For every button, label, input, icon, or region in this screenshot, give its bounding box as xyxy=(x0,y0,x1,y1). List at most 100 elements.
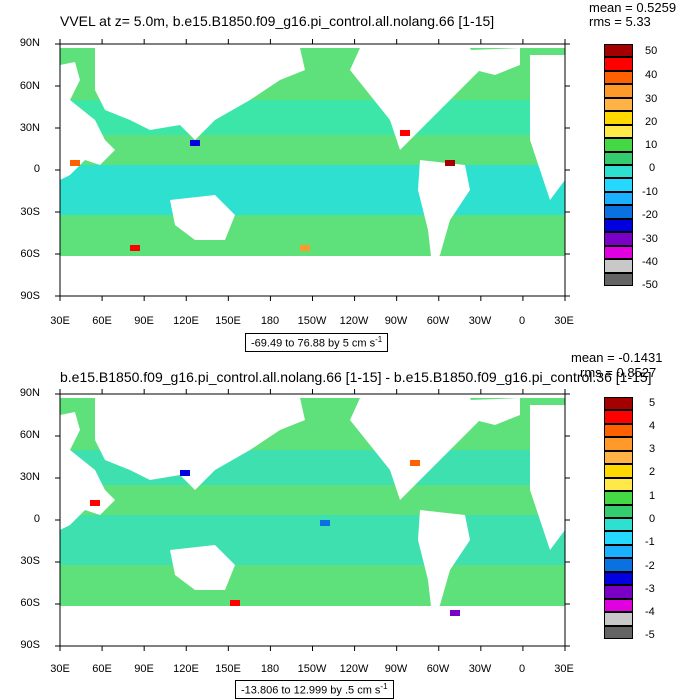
lat-label: 90S xyxy=(20,290,40,302)
colorbar-swatch xyxy=(604,585,633,599)
colorbar-tick: -1 xyxy=(645,536,655,548)
colorbar-tick: 0 xyxy=(649,162,656,174)
colorbar-tick: 40 xyxy=(645,69,658,81)
colorbar-swatch xyxy=(604,191,633,206)
top-panel-rms: rms = 5.33 xyxy=(589,14,651,29)
land-mass xyxy=(418,160,470,265)
lat-label: 60N xyxy=(19,429,40,441)
bottom-panel-mean: mean = -0.1431 xyxy=(571,350,663,365)
colorbar-swatch xyxy=(604,437,633,451)
lon-label: 150W xyxy=(297,315,327,327)
field-feature xyxy=(300,245,310,251)
colorbar-swatch xyxy=(604,138,633,152)
colorbar-tick: 3 xyxy=(649,443,656,455)
top-range-label: -69.49 to 76.88 by 5 cm s-1 xyxy=(245,333,389,352)
colorbar-swatch xyxy=(604,625,633,639)
lon-label: 60W xyxy=(426,663,450,675)
field-feature xyxy=(320,520,330,526)
colorbar-swatch xyxy=(604,178,633,192)
bottom-panel-title: b.e15.B1850.f09_g16.pi_control.all.nolan… xyxy=(60,369,652,385)
colorbar-tick: -4 xyxy=(645,606,655,618)
colorbar-swatch xyxy=(604,477,633,492)
lat-label: 30S xyxy=(20,206,40,218)
bottom-panel-rms: rms = 0.8527 xyxy=(580,365,657,380)
colorbar-swatch xyxy=(604,218,633,233)
top-colorbar xyxy=(604,44,633,286)
colorbar-swatch xyxy=(604,558,633,572)
colorbar-swatch xyxy=(604,397,633,411)
lat-label: 30N xyxy=(19,122,40,134)
ocean-band xyxy=(60,165,565,215)
land-mass xyxy=(60,412,115,530)
lat-label: 0 xyxy=(33,163,40,175)
lon-label: 30E xyxy=(50,663,70,675)
colorbar-swatch xyxy=(604,124,633,139)
land-mass xyxy=(418,510,470,615)
lon-label: 90W xyxy=(384,315,408,327)
colorbar-tick: 4 xyxy=(649,420,656,432)
lon-label: 60E xyxy=(92,315,112,327)
land-mass xyxy=(530,405,565,550)
lon-label: 60E xyxy=(92,663,112,675)
lon-label: 30E xyxy=(554,315,574,327)
colorbar-tick: 2 xyxy=(649,466,656,478)
lon-label: 150E xyxy=(215,663,241,675)
field-feature xyxy=(450,610,460,616)
ocean-band xyxy=(60,515,565,565)
lon-label: 30E xyxy=(554,663,574,675)
lon-label: 30E xyxy=(50,315,70,327)
lon-label: 90W xyxy=(384,663,408,675)
field-feature xyxy=(130,245,140,251)
colorbar-tick: 10 xyxy=(645,139,658,151)
lat-label: 90N xyxy=(19,387,40,399)
lon-label: 60W xyxy=(426,315,450,327)
lon-label: 90E xyxy=(134,315,154,327)
colorbar-swatch xyxy=(604,504,633,518)
lon-label: 90E xyxy=(134,663,154,675)
bottom-map xyxy=(55,389,570,651)
colorbar-swatch xyxy=(604,151,633,165)
colorbar-tick: 50 xyxy=(645,45,658,57)
colorbar-tick: -30 xyxy=(642,233,658,245)
colorbar-swatch xyxy=(604,423,633,438)
colorbar-swatch xyxy=(604,245,633,260)
lat-label: 60S xyxy=(20,597,40,609)
lon-label: 150E xyxy=(215,315,241,327)
colorbar-swatch xyxy=(604,232,633,246)
land-mass xyxy=(60,262,565,296)
colorbar-swatch xyxy=(604,491,633,505)
land-mass xyxy=(60,612,565,646)
colorbar-swatch xyxy=(604,44,633,58)
bottom-range-label: -13.806 to 12.999 by .5 cm s-1 xyxy=(235,680,394,699)
lon-label: 0 xyxy=(518,315,526,327)
lon-label: 120E xyxy=(173,315,199,327)
colorbar-tick: -10 xyxy=(642,186,658,198)
colorbar-swatch xyxy=(604,518,633,532)
colorbar-tick: -5 xyxy=(645,629,655,641)
lat-label: 90S xyxy=(20,639,40,651)
lon-label: 180 xyxy=(260,315,280,327)
colorbar-tick: -20 xyxy=(642,209,658,221)
colorbar-tick: -2 xyxy=(645,560,655,572)
colorbar-swatch xyxy=(604,598,633,613)
lat-label: 30N xyxy=(19,471,40,483)
lat-label: 60N xyxy=(19,80,40,92)
colorbar-tick: 1 xyxy=(649,490,656,502)
land-mass xyxy=(530,55,565,200)
colorbar-swatch xyxy=(604,272,633,286)
lat-label: 60S xyxy=(20,248,40,260)
colorbar-tick: 20 xyxy=(645,116,658,128)
lon-label: 0 xyxy=(518,663,526,675)
lat-label: 90N xyxy=(19,37,40,49)
colorbar-tick: -50 xyxy=(642,279,658,291)
colorbar-swatch xyxy=(604,111,633,125)
colorbar-swatch xyxy=(604,571,633,586)
field-feature xyxy=(400,130,410,136)
field-feature xyxy=(410,460,420,466)
lon-label: 120W xyxy=(339,315,369,327)
land-mass xyxy=(170,545,235,590)
colorbar-swatch xyxy=(604,544,633,559)
colorbar-tick: 5 xyxy=(649,397,656,409)
lon-label: 180 xyxy=(260,663,280,675)
colorbar-tick: -40 xyxy=(642,256,658,268)
